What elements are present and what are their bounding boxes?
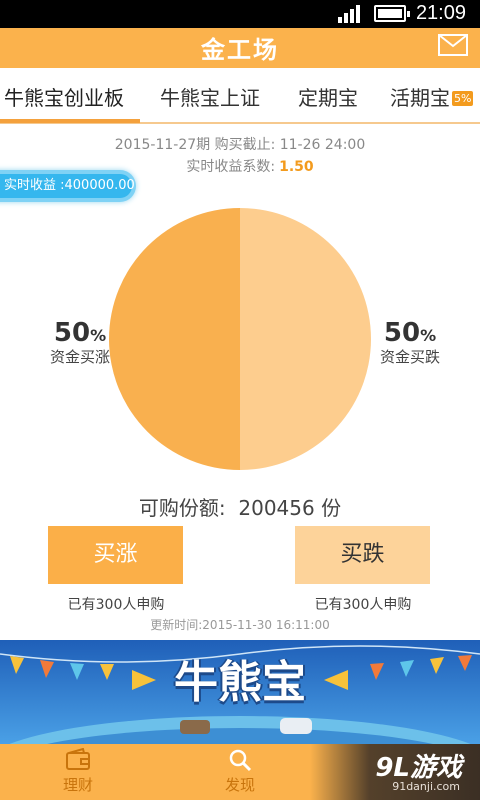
available-quota: 可购份额: 200456 份 [138, 496, 342, 520]
coefficient-value: 1.50 [279, 159, 314, 175]
watermark-url: 91danji.com [392, 780, 460, 793]
realtime-income-pill: 实时收益 :400000.00 [0, 170, 136, 202]
tab-niuxiongbao-shangzheng[interactable]: 牛熊宝上证 [160, 86, 260, 110]
rate-badge: 5% [452, 91, 474, 106]
wallet-icon [66, 748, 90, 770]
tab-dingqibao[interactable]: 定期宝 [298, 86, 358, 110]
status-time: 21:09 [415, 2, 466, 24]
buy-up-percentage: 50% 资金买涨 [40, 318, 120, 367]
banner-illustration [0, 640, 480, 744]
period-line: 2015-11-27期 购买截止: 11-26 24:00 [114, 137, 366, 153]
buy-down-percentage: 50% 资金买跌 [370, 318, 450, 367]
promo-banner[interactable]: 牛熊宝 [0, 640, 480, 744]
coefficient-line: 实时收益系数: 1.50 [0, 156, 480, 176]
tab-niuxiongbao-chuangye[interactable]: 牛熊宝创业板 [4, 86, 124, 110]
page-title: 金工场 [201, 36, 279, 64]
active-tab-indicator [0, 119, 140, 123]
tab-huoqibao[interactable]: 活期宝 5% [390, 86, 474, 110]
banner-title: 牛熊宝 [174, 657, 306, 708]
app-bar: 金工场 [0, 28, 480, 68]
update-time: 更新时间:2015-11-30 16:11:00 [150, 618, 330, 632]
coefficient-label: 实时收益系数: [186, 159, 276, 175]
mail-icon[interactable] [438, 34, 468, 56]
buy-up-button[interactable]: 买涨 [48, 526, 183, 584]
quota-value: 200456 [238, 496, 315, 520]
status-bar: 21:09 [0, 0, 480, 28]
pie-slice-buy-up [109, 208, 240, 470]
realtime-income-text: 实时收益 :400000.00 [0, 174, 135, 198]
nav-faxian[interactable]: 发现 [200, 748, 280, 795]
tab-bar: 牛熊宝创业板 牛熊宝上证 定期宝 活期宝 5% [0, 68, 480, 124]
buy-up-label: 资金买涨 [49, 348, 110, 366]
signal-icon [338, 5, 362, 23]
nav-licai[interactable]: 理财 [38, 748, 118, 795]
battery-icon [374, 5, 410, 22]
bottom-nav: 理财 发现 9L游戏 91danji.com [0, 744, 480, 800]
search-icon [229, 749, 252, 772]
fund-ratio-pie [109, 208, 371, 470]
buy-down-label: 资金买跌 [379, 348, 440, 366]
buy-down-button[interactable]: 买跌 [295, 526, 430, 584]
buy-up-count: 已有300人申购 [67, 597, 165, 613]
watermark: 9L游戏 91danji.com [310, 744, 480, 800]
watermark-logo: 9L游戏 [375, 753, 462, 783]
buy-down-count: 已有300人申购 [314, 597, 412, 613]
pie-slice-buy-down [240, 208, 371, 470]
